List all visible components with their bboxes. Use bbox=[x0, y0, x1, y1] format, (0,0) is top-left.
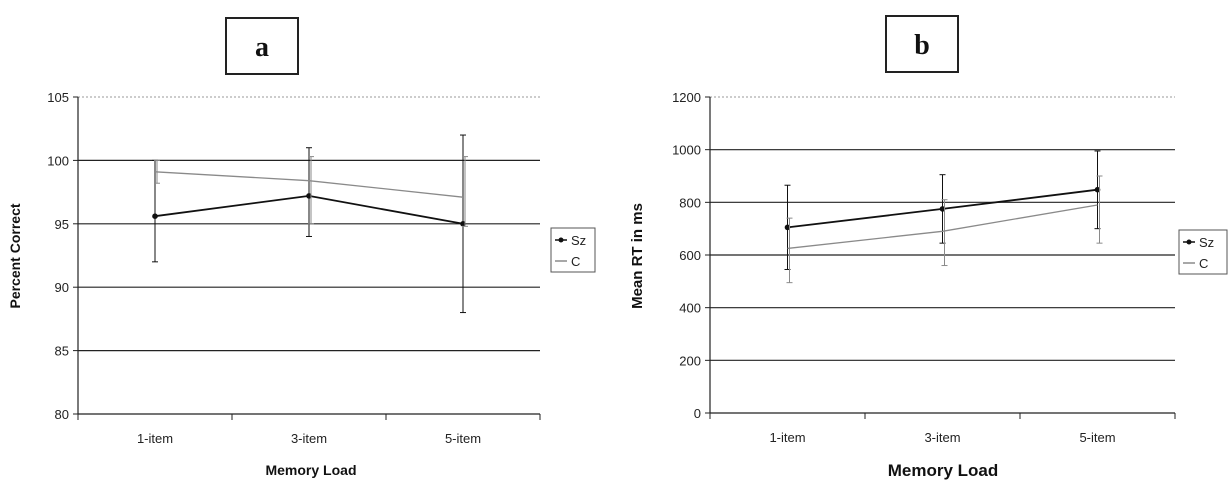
legend-marker-sz-a bbox=[558, 237, 564, 243]
x-tick-label-b-3-item: 3-item bbox=[924, 430, 960, 445]
panel-label-b: b bbox=[914, 30, 930, 61]
data-point-b-sz-2 bbox=[1094, 186, 1101, 193]
y-tick-label-b-1000: 1000 bbox=[672, 143, 701, 158]
data-point-a-sz-2 bbox=[460, 221, 466, 227]
y-tick-label-b-600: 600 bbox=[679, 248, 701, 263]
x-tick-label-b-1-item: 1-item bbox=[769, 430, 805, 445]
x-axis-title-b: Memory Load bbox=[888, 461, 999, 480]
y-tick-label-a-105: 105 bbox=[47, 90, 69, 105]
legend-marker-sz-b bbox=[1186, 239, 1192, 245]
data-point-a-sz-1 bbox=[306, 193, 312, 199]
chart-panel-b: b 0 200 400 600 800 1000 1200 1-item 3-item 5-ite… bbox=[629, 15, 1228, 480]
plot-area-b: 0 200 400 600 800 1000 1200 1-item 3-item 5-item bbox=[672, 90, 1176, 445]
panel-label-a: a bbox=[255, 32, 269, 63]
panel-label-box-b bbox=[885, 15, 959, 73]
y-tick-label-b-400: 400 bbox=[679, 301, 701, 316]
y-tick-label-b-1200: 1200 bbox=[672, 90, 701, 105]
data-point-b-sz-1 bbox=[939, 206, 946, 212]
y-tick-label-b-200: 200 bbox=[679, 353, 701, 368]
series-line-b-c bbox=[787, 204, 1098, 250]
series-line-a-c bbox=[154, 171, 464, 198]
y-tick-label-a-90: 90 bbox=[55, 280, 69, 295]
chart-panel-a: a 80 85 90 95 100 105 1-item 3-item 5-item Memor… bbox=[7, 17, 596, 478]
legend-label-c-a: C bbox=[571, 254, 580, 269]
legend-box-b bbox=[1178, 229, 1228, 275]
x-tick-label-a-3-item: 3-item bbox=[291, 431, 327, 446]
x-tick-label-b-5-item: 5-item bbox=[1079, 430, 1115, 445]
y-axis-title-a: Percent Correct bbox=[7, 203, 23, 308]
data-point-a-sz-0 bbox=[152, 213, 158, 219]
y-tick-label-a-95: 95 bbox=[55, 217, 69, 232]
legend-box-a bbox=[550, 227, 596, 273]
x-axis-title-a: Memory Load bbox=[265, 462, 356, 478]
data-point-b-sz-0 bbox=[784, 224, 791, 231]
y-tick-label-a-100: 100 bbox=[47, 153, 69, 168]
y-tick-label-a-85: 85 bbox=[55, 344, 69, 359]
x-tick-label-a-1-item: 1-item bbox=[137, 431, 173, 446]
x-tick-label-a-5-item: 5-item bbox=[445, 431, 481, 446]
legend-label-c-b: C bbox=[1199, 256, 1208, 271]
legend-label-sz-b: Sz bbox=[1199, 235, 1214, 250]
y-tick-label-b-800: 800 bbox=[679, 195, 701, 210]
plot-area-a: 80 85 90 95 100 105 1-item 3-item 5-item bbox=[47, 90, 541, 446]
y-tick-label-b-0: 0 bbox=[694, 406, 701, 421]
y-axis-title-b: Mean RT in ms bbox=[629, 203, 646, 309]
y-tick-label-a-80: 80 bbox=[55, 407, 69, 422]
legend-label-sz-a: Sz bbox=[571, 233, 586, 248]
panel-label-box-a bbox=[225, 17, 299, 75]
